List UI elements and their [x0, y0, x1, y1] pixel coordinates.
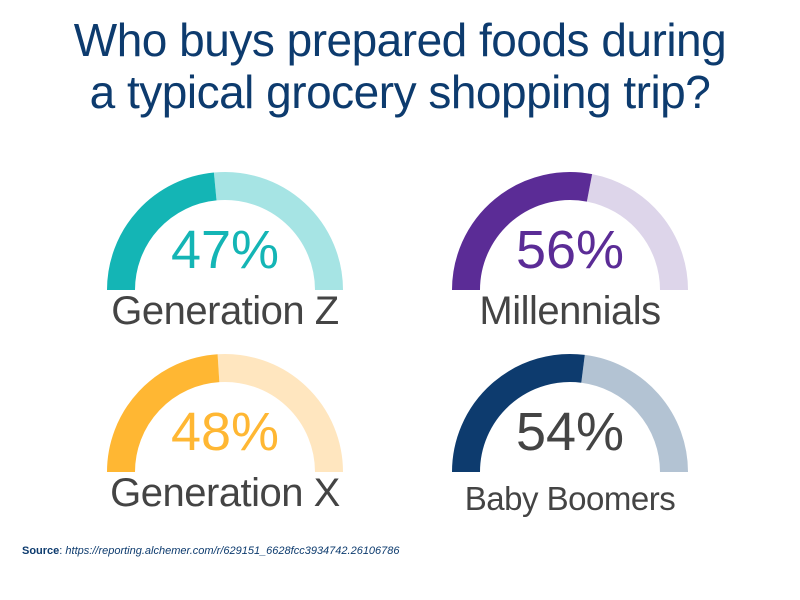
- gauge-track-millennials: [586, 174, 688, 291]
- gauge-fill-generation-z: [107, 172, 217, 291]
- source-note: Source: https://reporting.alchemer.com/r…: [22, 545, 400, 557]
- gauge-value-millennials: 56%: [515, 220, 625, 280]
- source-url[interactable]: https://reporting.alchemer.com/r/629151_…: [65, 545, 400, 557]
- chart-title-line-1: Who buys prepared foods during: [73, 14, 727, 66]
- gauge-fill-baby-boomers: [452, 354, 585, 473]
- gauge-arc-generation-z: [107, 172, 343, 291]
- gauge-label-generation-x: Generation X: [110, 471, 340, 515]
- gauge-generation-z: 47% Generation Z: [75, 170, 375, 360]
- gauge-label-generation-z: Generation Z: [111, 289, 339, 333]
- gauge-baby-boomers: 54% Baby Boomers: [420, 352, 720, 542]
- gauge-arc-baby-boomers: [452, 354, 688, 473]
- gauge-label-millennials: Millennials: [479, 289, 661, 333]
- gauge-label-baby-boomers: Baby Boomers: [464, 480, 676, 517]
- gauge-fill-millennials: [452, 172, 593, 291]
- gauge-value-baby-boomers: 54%: [515, 402, 625, 462]
- gauge-millennials: 56% Millennials: [420, 170, 720, 360]
- chart-title: Who buys prepared foods during a typical…: [0, 14, 800, 118]
- gauge-arc-generation-x: [107, 354, 343, 473]
- gauge-track-generation-z: [213, 172, 343, 291]
- source-separator: :: [59, 545, 66, 557]
- gauge-value-generation-z: 47%: [170, 220, 280, 280]
- gauge-track-generation-x: [217, 354, 343, 473]
- gauge-track-baby-boomers: [580, 354, 688, 473]
- gauge-fill-generation-x: [107, 354, 220, 473]
- source-prefix: Source: [22, 545, 60, 557]
- gauge-generation-x: 48% Generation X: [75, 352, 375, 542]
- gauge-arc-millennials: [452, 172, 688, 291]
- chart-title-line-2: a typical grocery shopping trip?: [89, 66, 711, 118]
- gauge-value-generation-x: 48%: [170, 402, 280, 462]
